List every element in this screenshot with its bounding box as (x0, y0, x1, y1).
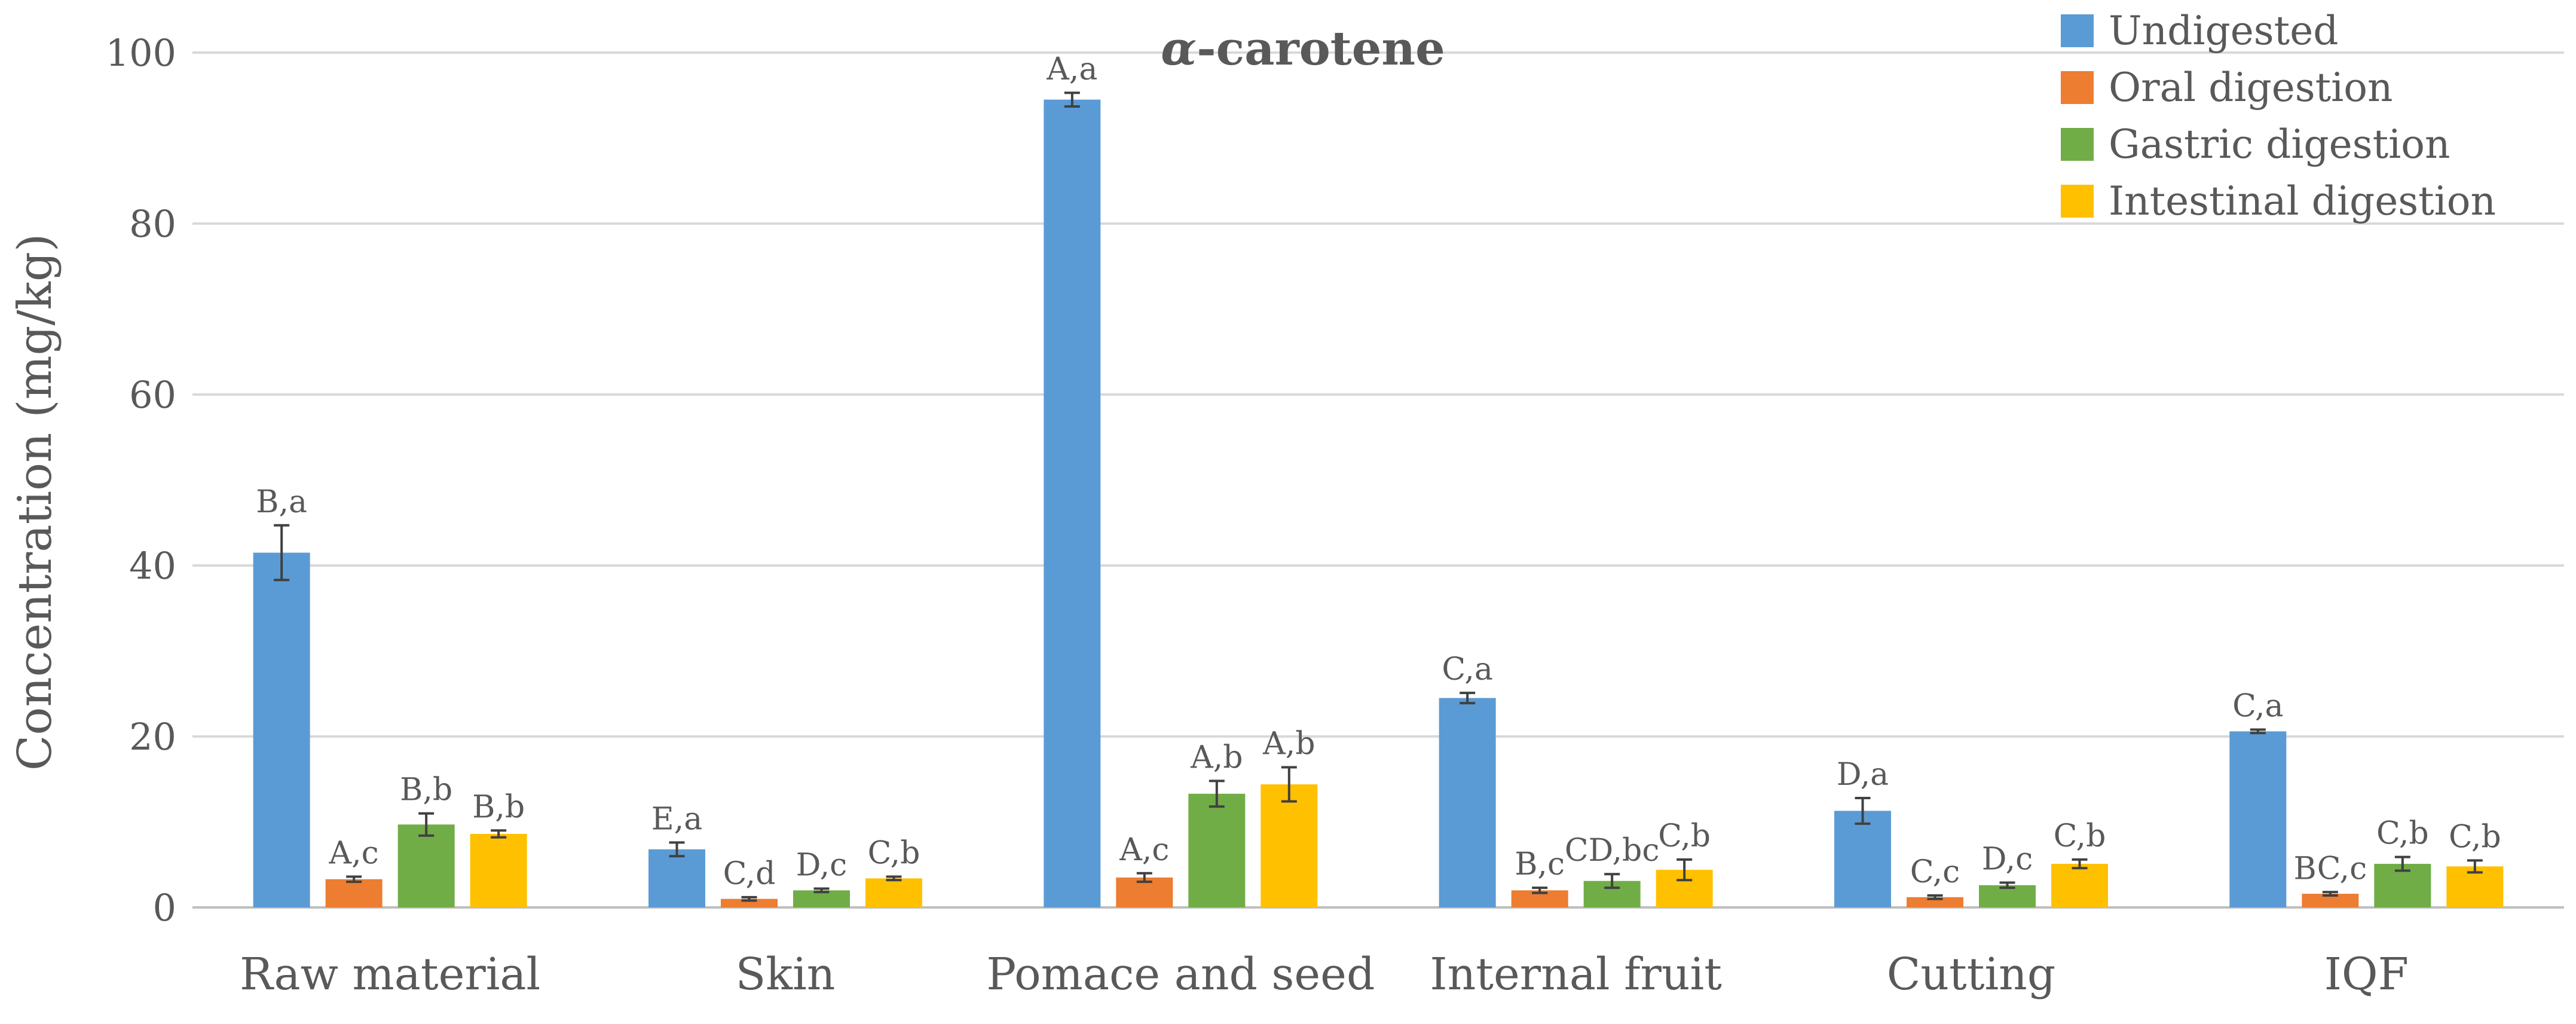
data-label: A,b (1190, 739, 1243, 775)
bar (1261, 784, 1318, 907)
y-tick-label: 20 (129, 715, 176, 759)
data-label: B,a (256, 484, 307, 520)
bar (1907, 897, 1963, 907)
data-label: A,a (1046, 51, 1097, 87)
data-label: D,c (796, 848, 848, 884)
bar (1188, 793, 1246, 907)
bar (470, 834, 527, 907)
bar (1834, 811, 1891, 907)
data-label: D,c (1982, 842, 2033, 878)
data-label: B,c (1515, 846, 1565, 882)
data-label: BC,c (2293, 851, 2367, 887)
bar (2229, 731, 2287, 907)
bar (2302, 894, 2359, 907)
y-tick-label: 80 (129, 202, 176, 246)
legend-label: Intestinal digestion (2109, 178, 2496, 224)
data-label: C,b (1658, 818, 1711, 854)
bar (2051, 864, 2108, 907)
chart-title-text: -carotene (1197, 22, 1445, 76)
chart-title-symbol: α (1161, 22, 1197, 76)
bar (1439, 698, 1496, 907)
bar (865, 878, 922, 907)
bar (721, 898, 778, 907)
x-tick-label: IQF (2324, 949, 2409, 1000)
legend-swatch (2061, 185, 2094, 218)
data-label: C,b (2376, 816, 2429, 852)
legend: Undigested Oral digestion Gastric digestio… (2061, 8, 2496, 224)
data-label: C,a (2232, 689, 2283, 725)
y-tick-label: 100 (106, 31, 176, 75)
data-label: C,b (2054, 818, 2106, 854)
x-tick-labels: Raw material Skin Pomace and seed Internal … (240, 949, 2409, 1000)
data-label: D,a (1837, 757, 1889, 793)
x-tick-label: Pomace and seed (986, 949, 1375, 1000)
bar (1044, 99, 1101, 907)
bar (325, 879, 383, 907)
y-tick-label: 40 (129, 544, 176, 588)
data-label: E,a (651, 801, 703, 837)
y-axis-label: Concentration (mg/kg) (8, 234, 62, 771)
x-tick-label: Cutting (1887, 949, 2055, 1000)
data-label: B,b (472, 789, 525, 825)
x-tick-label: Raw material (240, 949, 540, 1000)
data-label: B,b (400, 772, 452, 808)
bar (397, 824, 455, 907)
y-tick-label: 0 (153, 886, 176, 930)
y-tick-label: 60 (129, 373, 176, 417)
legend-swatch (2061, 14, 2094, 47)
bars: B,a A,c B,b B,b E,a C,d D,c C,b A,a A,c A,b A,b C,a B… (253, 51, 2504, 907)
data-label: CD,bc (1565, 833, 1660, 869)
bar (648, 849, 705, 907)
legend-label: Oral digestion (2109, 65, 2393, 111)
gridlines (192, 51, 2564, 909)
legend-swatch (2061, 71, 2094, 104)
data-label: C,b (868, 836, 920, 872)
x-tick-label: Internal fruit (1430, 949, 1722, 1000)
data-label: A,b (1262, 726, 1315, 762)
data-label: C,b (2449, 819, 2501, 855)
data-label: C,a (1442, 652, 1492, 687)
data-label: C,d (723, 856, 776, 892)
chart-title: α-carotene (1161, 22, 1445, 76)
data-label: A,c (1119, 832, 1169, 868)
legend-label: Undigested (2109, 8, 2339, 54)
y-tick-labels: 0 20 40 60 80 100 (106, 31, 176, 930)
data-label: C,c (1910, 854, 1960, 890)
bar (253, 552, 310, 907)
legend-label: Gastric digestion (2109, 121, 2450, 167)
x-tick-label: Skin (736, 949, 836, 1000)
data-label: A,c (329, 836, 379, 872)
legend-swatch (2061, 128, 2094, 161)
